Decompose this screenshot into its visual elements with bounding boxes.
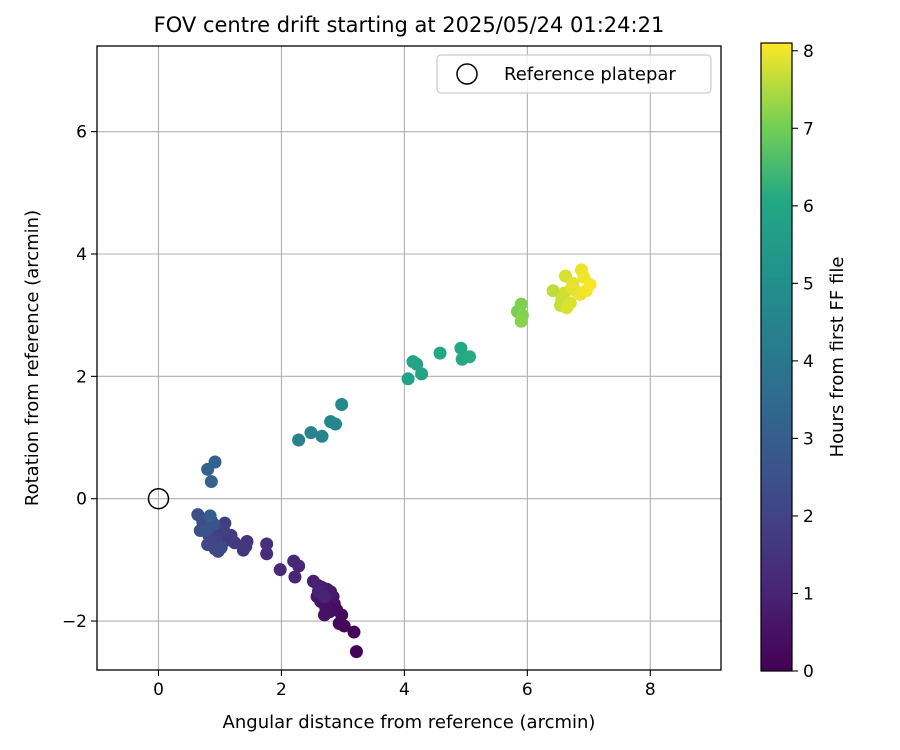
data-point	[208, 455, 222, 469]
legend-open-circle-marker	[456, 63, 478, 85]
data-point	[317, 590, 331, 604]
data-point	[583, 278, 597, 292]
legend-label: Reference platepar	[504, 64, 676, 85]
data-point	[335, 397, 349, 411]
data-point	[514, 297, 528, 311]
colorbar-tick-label: 7	[803, 119, 814, 139]
reference-platepar-marker	[147, 487, 170, 510]
data-point	[514, 314, 528, 328]
data-point	[218, 516, 232, 530]
y-tick-label: 6	[76, 123, 87, 143]
x-tick-label: 2	[276, 680, 287, 700]
data-point	[329, 417, 343, 431]
y-tick-label: 2	[76, 367, 87, 387]
data-point	[317, 608, 331, 622]
colorbar-tick-label: 6	[803, 197, 814, 217]
colorbar: 0 1 2 3 4 5 6 7 8 Hours from first FF file	[760, 42, 848, 682]
data-point	[287, 554, 301, 568]
colorbar-gradient	[760, 42, 793, 672]
colorbar-tick-label: 4	[803, 352, 814, 372]
data-point	[546, 284, 560, 298]
colorbar-tick-label: 8	[803, 42, 814, 62]
plot-frame	[96, 45, 722, 671]
data-point	[349, 645, 363, 659]
data-point	[347, 625, 361, 639]
data-point	[260, 547, 274, 561]
colorbar-tick-label: 2	[803, 507, 814, 527]
x-tick-label: 6	[522, 680, 533, 700]
data-point	[315, 429, 329, 443]
data-point	[199, 524, 213, 538]
data-point	[433, 346, 447, 360]
data-point	[454, 341, 468, 355]
y-tick-label: −2	[62, 612, 87, 632]
data-points	[191, 263, 597, 659]
data-point	[292, 433, 306, 447]
colorbar-tick-label: 3	[803, 429, 814, 449]
colorbar-tick-label: 0	[803, 662, 814, 682]
x-axis-label: Angular distance from reference (arcmin)	[223, 712, 596, 733]
data-point	[239, 539, 253, 553]
data-point	[401, 372, 415, 386]
colorbar-tick-label: 1	[803, 584, 814, 604]
x-tick-label: 4	[399, 680, 410, 700]
data-point	[203, 509, 217, 523]
chart-title: FOV centre drift starting at 2025/05/24 …	[154, 13, 665, 37]
data-point	[563, 296, 577, 310]
data-point	[204, 475, 218, 489]
y-axis-ticks: −2 0 2 4 6	[62, 123, 97, 632]
data-point	[273, 563, 287, 577]
grid-lines	[97, 46, 721, 670]
data-point	[304, 426, 318, 440]
colorbar-ticks: 0 1 2 3 4 5 6 7 8	[792, 42, 814, 682]
colorbar-label: Hours from first FF file	[827, 257, 848, 458]
y-tick-label: 0	[76, 490, 87, 510]
y-axis-label: Rotation from reference (arcmin)	[22, 210, 43, 506]
data-point	[463, 350, 477, 364]
data-point	[306, 574, 320, 588]
x-tick-label: 0	[153, 680, 164, 700]
data-point	[214, 541, 228, 555]
x-tick-label: 8	[645, 680, 656, 700]
data-point	[191, 508, 205, 522]
x-axis-ticks: 0 2 4 6 8	[153, 670, 656, 700]
legend: Reference platepar	[436, 54, 712, 94]
colorbar-tick-label: 5	[803, 274, 814, 294]
data-point	[415, 367, 429, 381]
legend-box	[436, 54, 712, 94]
data-point	[410, 357, 424, 371]
y-tick-label: 4	[76, 245, 87, 265]
data-point	[260, 537, 274, 551]
data-point	[288, 570, 302, 584]
reference-marker-layer	[147, 487, 170, 510]
